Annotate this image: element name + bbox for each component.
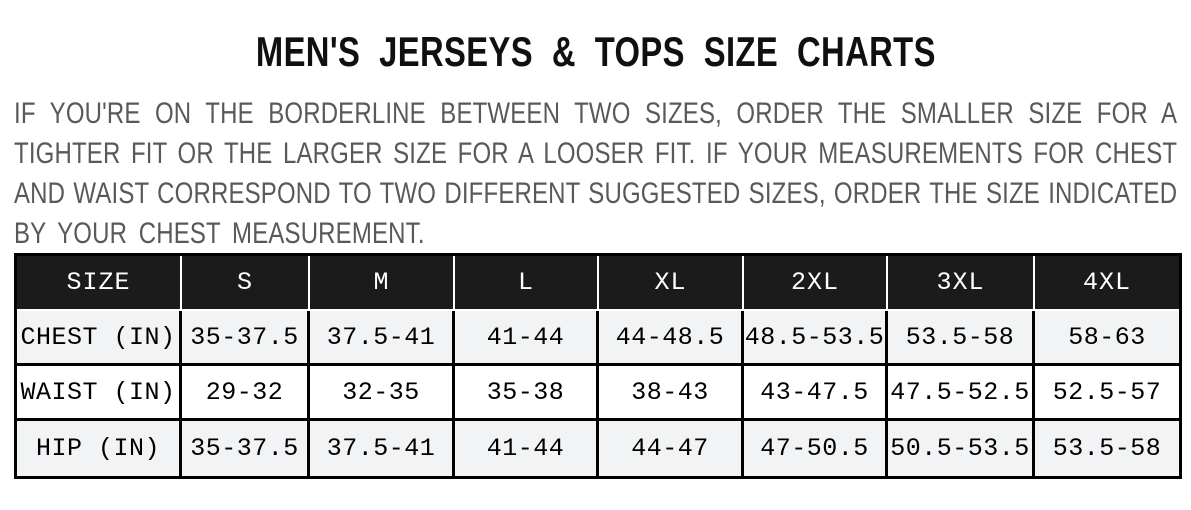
table-row-chest: CHEST (IN) 35-37.5 37.5-41 41-44 44-48.5… [17,311,1179,366]
hip-value-s: 35-37.5 [182,421,310,476]
waist-value-3xl: 47.5-52.5 [888,366,1035,421]
table-row-waist: WAIST (IN) 29-32 32-35 35-38 38-43 43-47… [17,366,1179,421]
chest-value-xl: 44-48.5 [599,311,744,366]
column-header-xl: XL [599,256,744,311]
column-header-s: S [182,256,310,311]
row-label-hip: HIP (IN) [17,421,182,476]
row-label-waist: WAIST (IN) [17,366,182,421]
chest-value-4xl: 58-63 [1035,311,1179,366]
hip-value-m: 37.5-41 [310,421,455,476]
waist-value-s: 29-32 [182,366,310,421]
title-wrap: MEN'S JERSEYS & TOPS SIZE CHARTS [0,28,1191,76]
intro-line: BY YOUR CHEST MEASUREMENT. [14,217,425,250]
intro-line: TIGHTER FIT OR THE LARGER SIZE FOR A LOO… [14,137,1178,170]
intro-line: AND WAIST CORRESPOND TO TWO DIFFERENT SU… [14,177,1178,210]
chest-value-m: 37.5-41 [310,311,455,366]
column-header-m: M [310,256,455,311]
intro-line: IF YOU'RE ON THE BORDERLINE BETWEEN TWO … [14,97,1178,130]
waist-value-4xl: 52.5-57 [1035,366,1179,421]
hip-value-l: 41-44 [455,421,599,476]
waist-value-l: 35-38 [455,366,599,421]
chest-value-2xl: 48.5-53.5 [744,311,888,366]
column-header-4xl: 4XL [1035,256,1179,311]
waist-value-xl: 38-43 [599,366,744,421]
hip-value-2xl: 47-50.5 [744,421,888,476]
intro-paragraph: IF YOU'RE ON THE BORDERLINE BETWEEN TWO … [14,94,1177,254]
page-title: MEN'S JERSEYS & TOPS SIZE CHARTS [255,28,936,75]
hip-value-3xl: 50.5-53.5 [888,421,1035,476]
column-header-3xl: 3XL [888,256,1035,311]
waist-value-2xl: 43-47.5 [744,366,888,421]
hip-value-xl: 44-47 [599,421,744,476]
waist-value-m: 32-35 [310,366,455,421]
column-header-2xl: 2XL [744,256,888,311]
table-row-hip: HIP (IN) 35-37.5 37.5-41 41-44 44-47 47-… [17,421,1179,476]
chest-value-s: 35-37.5 [182,311,310,366]
header-row: SIZE S M L XL 2XL 3XL 4XL [17,256,1179,311]
size-chart-table: SIZE S M L XL 2XL 3XL 4XL CHEST (IN) 35-… [14,253,1182,479]
chest-value-3xl: 53.5-58 [888,311,1035,366]
column-header-l: L [455,256,599,311]
row-label-chest: CHEST (IN) [17,311,182,366]
hip-value-4xl: 53.5-58 [1035,421,1179,476]
column-header-size: SIZE [17,256,182,311]
chest-value-l: 41-44 [455,311,599,366]
